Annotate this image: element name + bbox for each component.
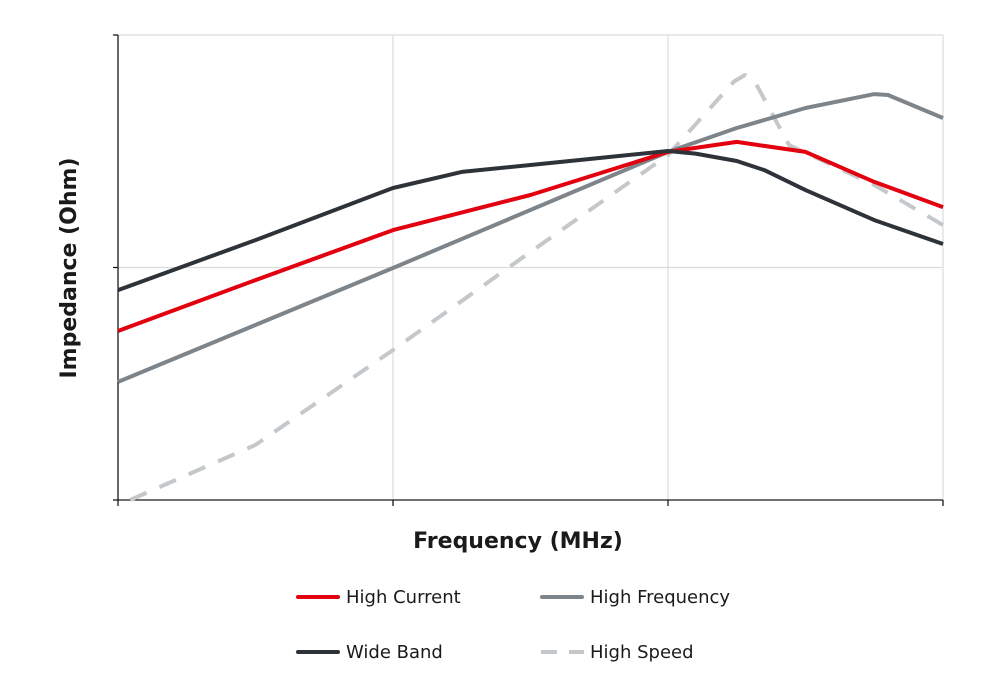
series-lines <box>117 73 945 502</box>
y-axis-title: Impedance (Ohm) <box>57 157 82 378</box>
legend-label-high-frequency: High Frequency <box>590 587 730 608</box>
legend: High Current High Frequency Wide Band High … <box>296 587 730 663</box>
legend-label-high-current: High Current <box>346 587 461 608</box>
gridlines <box>118 34 944 500</box>
x-axis-title: Frequency (MHz) <box>413 529 623 554</box>
axes <box>113 34 944 506</box>
series-line-high-current <box>117 139 944 333</box>
series-line-high-frequency <box>117 92 944 384</box>
series-line-high-speed <box>129 73 945 502</box>
legend-label-wide-band: Wide Band <box>346 642 443 663</box>
legend-label-high-speed: High Speed <box>590 642 694 663</box>
series-line-wide-band <box>117 149 944 292</box>
